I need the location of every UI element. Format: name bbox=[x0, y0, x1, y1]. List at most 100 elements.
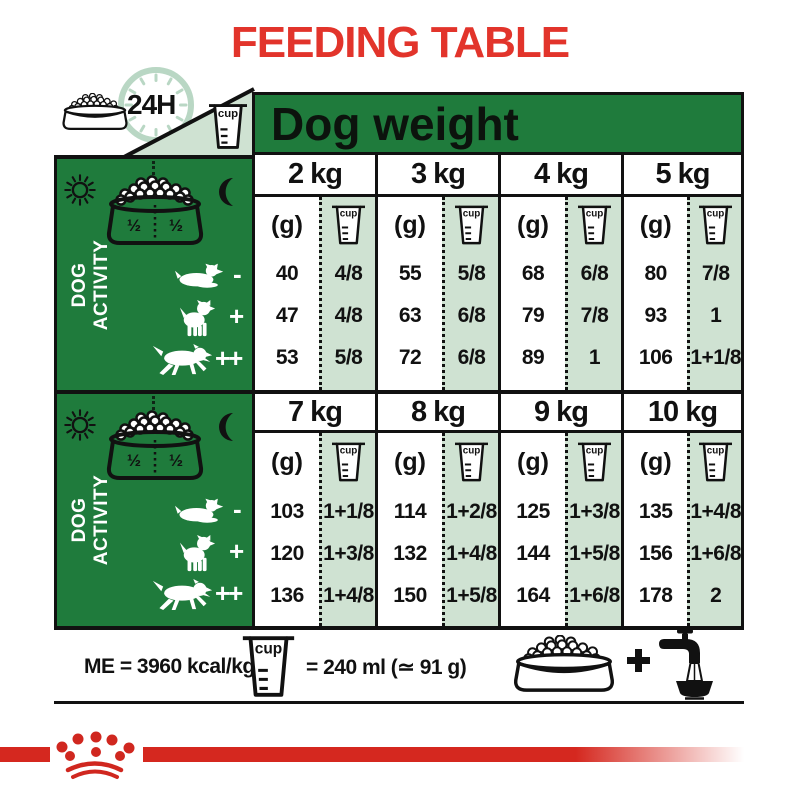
grams-value: 63 bbox=[398, 304, 422, 327]
grams-value: 132 bbox=[393, 542, 427, 565]
cups-value: 1+4/8 bbox=[446, 542, 497, 565]
cups-value: 1+4/8 bbox=[323, 584, 374, 607]
brand-band-right bbox=[143, 747, 744, 762]
plus-icon bbox=[627, 649, 650, 672]
cups-subcolumn: 6/8 7/8 1 bbox=[565, 197, 621, 390]
half-ration-bowl-icon bbox=[101, 410, 211, 490]
sun-icon bbox=[61, 406, 99, 444]
dog-activity-label: DOG ACTIVITY bbox=[69, 474, 112, 566]
grams-value: 55 bbox=[398, 262, 422, 285]
metabolizable-energy-note: ME = 3960 kcal/kg bbox=[84, 655, 255, 678]
grams-value: 68 bbox=[521, 262, 545, 285]
ration-divider-dotted-line bbox=[152, 396, 155, 422]
cups-value: 1+2/8 bbox=[446, 500, 497, 523]
grams-value: 135 bbox=[638, 500, 673, 523]
grams-subcolumn: (g) 80 93 106 bbox=[624, 197, 687, 390]
cups-subcolumn: 1+1/8 1+3/8 1+4/8 bbox=[319, 433, 375, 626]
cups-value: 5/8 bbox=[334, 346, 363, 369]
cup-equivalence-note: = 240 ml (≃ 91 g) bbox=[306, 656, 467, 679]
cups-subcolumn: 1+3/8 1+5/8 1+6/8 bbox=[565, 433, 621, 626]
cups-value: 1+5/8 bbox=[446, 584, 497, 607]
grams-subcolumn: (g) 40 47 53 bbox=[255, 197, 319, 390]
cups-subcolumn: 1+2/8 1+4/8 1+5/8 bbox=[442, 433, 498, 626]
cups-subcolumn: 4/8 4/8 5/8 bbox=[319, 197, 375, 390]
page-title: FEEDING TABLE bbox=[230, 18, 570, 67]
weight-header-10kg: 10 kg bbox=[621, 390, 744, 433]
dog-medium-activity-icon bbox=[179, 535, 217, 573]
cups-value: 5/8 bbox=[457, 262, 486, 285]
dog-high-activity-icon bbox=[151, 579, 213, 611]
grams-subcolumn: (g) 55 63 72 bbox=[378, 197, 442, 390]
sun-icon bbox=[61, 171, 99, 209]
moon-icon bbox=[213, 412, 239, 442]
grams-unit-label: (g) bbox=[394, 210, 426, 239]
dog-activity-label: DOG ACTIVITY bbox=[69, 239, 112, 331]
weight-header-9kg: 9 kg bbox=[498, 390, 621, 433]
weight-header-5kg: 5 kg bbox=[621, 155, 744, 197]
grams-value: 40 bbox=[275, 262, 299, 285]
food-bowl-icon bbox=[503, 635, 625, 698]
cups-value: 6/8 bbox=[457, 304, 486, 327]
grams-value: 72 bbox=[398, 346, 422, 369]
grams-value: 93 bbox=[644, 304, 668, 327]
grams-unit-label: (g) bbox=[639, 210, 672, 239]
weight-header-2kg: 2 kg bbox=[252, 155, 375, 197]
cup-icon bbox=[455, 203, 488, 247]
weight-column-2kg: (g) 40 47 53 4/8 4/8 5/8 bbox=[252, 197, 375, 390]
activity-level-low: - bbox=[233, 259, 242, 289]
grams-unit-label: (g) bbox=[517, 447, 549, 476]
activity-level-high: ++ bbox=[215, 343, 243, 373]
dog-weight-header: Dog weight bbox=[252, 92, 744, 155]
grams-value: 136 bbox=[270, 584, 304, 607]
grams-value: 80 bbox=[644, 262, 668, 285]
grams-value: 79 bbox=[521, 304, 545, 327]
cup-icon bbox=[578, 440, 611, 484]
footer-divider-line bbox=[54, 701, 744, 704]
weight-column-5kg: (g) 80 93 106 7/8 1 1+1/8 bbox=[621, 197, 744, 390]
cup-icon bbox=[578, 203, 611, 247]
grams-value: 89 bbox=[521, 346, 545, 369]
dog-medium-activity-icon bbox=[179, 300, 217, 338]
cups-value: 1+3/8 bbox=[323, 542, 374, 565]
cups-value: 6/8 bbox=[457, 346, 486, 369]
cups-value: 1+1/8 bbox=[690, 346, 741, 369]
grams-unit-label: (g) bbox=[639, 447, 672, 476]
water-faucet-icon bbox=[652, 627, 716, 701]
cups-value: 7/8 bbox=[580, 304, 609, 327]
cups-subcolumn: 7/8 1 1+1/8 bbox=[687, 197, 741, 390]
grams-value: 47 bbox=[275, 304, 299, 327]
grams-value: 114 bbox=[393, 500, 427, 523]
weight-column-4kg: (g) 68 79 89 6/8 7/8 1 bbox=[498, 197, 621, 390]
grams-value: 125 bbox=[516, 500, 550, 523]
grams-subcolumn: (g) 68 79 89 bbox=[501, 197, 565, 390]
cups-subcolumn: 5/8 6/8 6/8 bbox=[442, 197, 498, 390]
cups-value: 2 bbox=[710, 584, 722, 607]
cups-value: 1 bbox=[710, 304, 722, 327]
grams-unit-label: (g) bbox=[271, 210, 303, 239]
cups-value: 1+5/8 bbox=[569, 542, 620, 565]
cup-icon bbox=[332, 440, 365, 484]
grams-value: 103 bbox=[270, 500, 304, 523]
dog-activity-panel-1: DOG ACTIVITY - + ++ bbox=[54, 155, 252, 390]
half-ration-bowl-icon bbox=[101, 175, 211, 255]
weight-header-8kg: 8 kg bbox=[375, 390, 498, 433]
grams-unit-label: (g) bbox=[394, 447, 426, 476]
grams-value: 120 bbox=[270, 542, 304, 565]
cup-icon bbox=[699, 203, 732, 247]
dog-high-activity-icon bbox=[151, 344, 213, 376]
weight-header-7kg: 7 kg bbox=[252, 390, 375, 433]
cups-value: 1+1/8 bbox=[323, 500, 374, 523]
grams-value: 106 bbox=[638, 346, 673, 369]
cups-value: 1+3/8 bbox=[569, 500, 620, 523]
cups-value: 4/8 bbox=[334, 304, 363, 327]
weight-header-3kg: 3 kg bbox=[375, 155, 498, 197]
weight-column-3kg: (g) 55 63 72 5/8 6/8 6/8 bbox=[375, 197, 498, 390]
grams-value: 53 bbox=[275, 346, 299, 369]
grams-value: 150 bbox=[393, 584, 427, 607]
weight-column-7kg: (g) 103 120 136 1+1/8 1+3/8 1+4/8 bbox=[252, 433, 375, 630]
24h-label: 24H bbox=[127, 89, 176, 120]
cup-icon bbox=[332, 203, 365, 247]
cups-subcolumn: 1+4/8 1+6/8 2 bbox=[687, 433, 741, 626]
brand-band-left bbox=[0, 747, 50, 762]
